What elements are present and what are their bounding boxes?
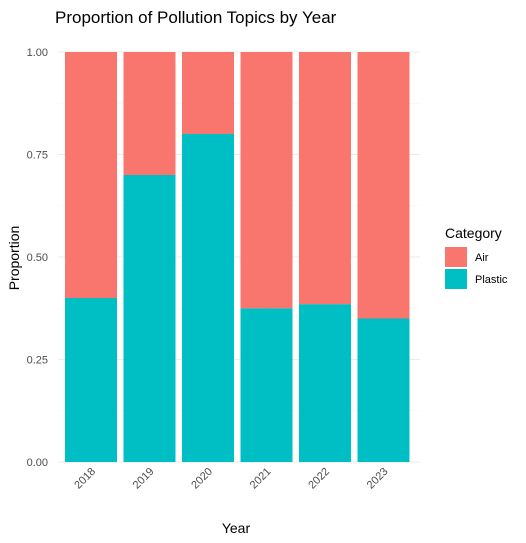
x-tick-label: 2023 — [365, 466, 391, 492]
bar-plastic-2022 — [299, 304, 351, 462]
bar-air-2018 — [65, 52, 117, 298]
chart-title: Proportion of Pollution Topics by Year — [55, 8, 337, 27]
x-tick-label: 2020 — [189, 466, 215, 492]
y-tick-label: 1.00 — [27, 47, 48, 59]
x-axis-title: Year — [222, 520, 251, 536]
x-axis-ticks: 2018 2019 2020 2021 2022 2023 — [72, 466, 390, 492]
bar-air-2021 — [240, 52, 293, 309]
y-axis-ticks: 0.00 0.25 0.50 0.75 1.00 — [27, 47, 48, 469]
y-tick-label: 0.25 — [27, 355, 48, 367]
bar-air-2019 — [123, 52, 176, 175]
legend-swatch-air — [445, 247, 467, 267]
x-tick-label: 2022 — [306, 466, 332, 492]
x-tick-label: 2021 — [248, 466, 274, 492]
x-tick-label: 2018 — [72, 466, 98, 492]
bar-plastic-2020 — [182, 134, 234, 462]
legend-title: Category — [445, 225, 502, 241]
y-axis-title: Proportion — [6, 226, 22, 291]
legend-label-air: Air — [475, 252, 489, 264]
bar-plastic-2018 — [65, 298, 117, 462]
x-tick-label: 2019 — [131, 466, 157, 492]
bar-air-2022 — [299, 52, 351, 305]
legend-swatch-plastic — [445, 269, 467, 289]
bar-plastic-2019 — [123, 175, 176, 462]
bar-air-2023 — [357, 52, 410, 319]
y-tick-label: 0.50 — [27, 252, 48, 264]
bars — [65, 52, 410, 462]
legend-label-plastic: Plastic — [475, 274, 508, 286]
bar-plastic-2021 — [240, 308, 293, 462]
y-tick-label: 0.00 — [27, 457, 48, 469]
bar-air-2020 — [182, 52, 234, 134]
bar-plastic-2023 — [357, 318, 410, 462]
legend: Category Air Plastic — [445, 225, 508, 289]
y-tick-label: 0.75 — [27, 150, 48, 162]
